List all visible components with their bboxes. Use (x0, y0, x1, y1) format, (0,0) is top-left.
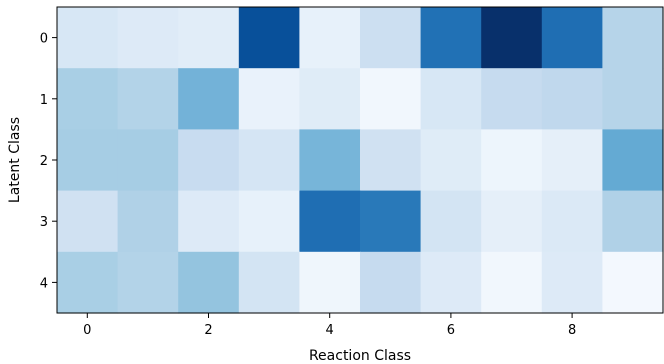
heatmap-cell (299, 68, 360, 130)
heatmap-cell (360, 7, 421, 69)
heatmap-cell (602, 129, 663, 191)
y-tick-label: 4 (40, 276, 48, 291)
heatmap-cell (421, 129, 482, 191)
heatmap-cell (481, 7, 542, 69)
heatmap-cell (239, 7, 300, 69)
x-axis: 0 2 4 6 8 (83, 313, 576, 338)
heatmap-cell (299, 252, 360, 314)
x-tick-label: 8 (568, 323, 576, 338)
heatmap-cell (360, 191, 421, 253)
heatmap-cell (57, 129, 118, 191)
heatmap-cell (178, 252, 239, 314)
x-tick-label: 6 (447, 323, 455, 338)
heatmap-cell (118, 7, 179, 69)
heatmap-cell (602, 191, 663, 253)
heatmap-cell (542, 252, 603, 314)
heatmap-cell (421, 252, 482, 314)
heatmap-cell (57, 252, 118, 314)
heatmap-cell (57, 191, 118, 253)
heatmap-cell (239, 68, 300, 130)
heatmap-cell (481, 129, 542, 191)
heatmap-cell (360, 68, 421, 130)
y-tick-label: 2 (40, 154, 48, 169)
heatmap-cell (360, 129, 421, 191)
heatmap-cell (239, 252, 300, 314)
x-tick-label: 4 (326, 323, 334, 338)
heatmap-cell (178, 7, 239, 69)
y-tick-label: 0 (40, 32, 48, 47)
x-axis-label: Reaction Class (309, 348, 411, 364)
heatmap-cell (542, 191, 603, 253)
heatmap-cell (239, 191, 300, 253)
heatmap-cell (57, 68, 118, 130)
heatmap-cell (481, 191, 542, 253)
heatmap-cell (178, 129, 239, 191)
heatmap-cell (178, 191, 239, 253)
heatmap-cell (542, 129, 603, 191)
heatmap-cell (542, 7, 603, 69)
heatmap-cells (57, 7, 664, 314)
heatmap-cell (481, 252, 542, 314)
x-tick-label: 0 (83, 323, 91, 338)
heatmap-cell (178, 68, 239, 130)
heatmap-cell (299, 129, 360, 191)
heatmap-cell (421, 191, 482, 253)
y-tick-label: 1 (40, 93, 48, 108)
heatmap-cell (118, 68, 179, 130)
heatmap-cell (602, 252, 663, 314)
heatmap-cell (542, 68, 603, 130)
heatmap-cell (481, 68, 542, 130)
heatmap-cell (57, 7, 118, 69)
heatmap-cell (118, 252, 179, 314)
heatmap-cell (118, 191, 179, 253)
heatmap-cell (421, 7, 482, 69)
heatmap-cell (118, 129, 179, 191)
y-axis: 0 1 2 3 4 (40, 32, 57, 292)
heatmap-cell (602, 68, 663, 130)
heatmap-cell (421, 68, 482, 130)
heatmap-cell (360, 252, 421, 314)
heatmap-cell (299, 7, 360, 69)
y-tick-label: 3 (40, 215, 48, 230)
heatmap-cell (239, 129, 300, 191)
y-axis-label: Latent Class (7, 117, 23, 203)
heatmap-cell (602, 7, 663, 69)
x-tick-label: 2 (204, 323, 212, 338)
heatmap-cell (299, 191, 360, 253)
